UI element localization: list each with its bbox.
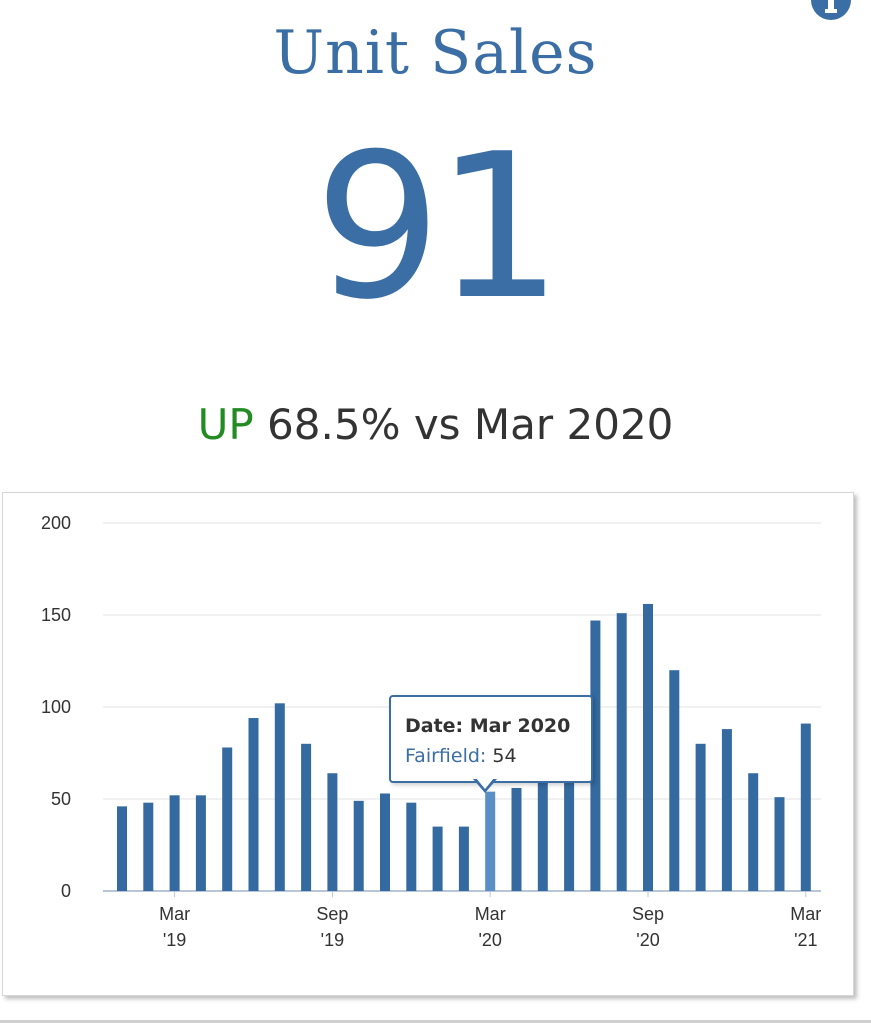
chart-bar bbox=[458, 826, 469, 891]
chart-bar bbox=[143, 802, 154, 891]
tooltip-date: Date: Mar 2020 bbox=[405, 715, 571, 737]
chart-bar bbox=[485, 791, 496, 891]
x-tick-label: Mar bbox=[475, 904, 506, 924]
chart-panel: 0 50 100 150 200 Mar '19 Sep '19 Mar '20 Sep '20 Mar '… bbox=[2, 492, 854, 996]
chart-bar bbox=[222, 747, 233, 891]
divider bbox=[0, 1020, 871, 1023]
chart-bar bbox=[274, 703, 285, 891]
x-tick-label: '19 bbox=[321, 930, 344, 950]
chart-bar bbox=[537, 780, 548, 891]
tooltip-value: 54 bbox=[492, 745, 517, 767]
chart-bar bbox=[774, 797, 785, 891]
chart-bar bbox=[721, 729, 732, 891]
chart-bar bbox=[511, 787, 522, 891]
chart-bar bbox=[169, 795, 180, 891]
x-tick-label: Mar bbox=[159, 904, 190, 924]
x-tick-label: '20 bbox=[636, 930, 659, 950]
chart-bar bbox=[800, 723, 811, 891]
chart-bar bbox=[616, 613, 627, 891]
y-tick-label: 100 bbox=[41, 697, 71, 717]
widget-title: Unit Sales bbox=[273, 18, 598, 88]
y-tick-label: 150 bbox=[41, 605, 71, 625]
chart-bar bbox=[327, 773, 338, 891]
x-tick-label: Mar bbox=[790, 904, 821, 924]
info-icon[interactable] bbox=[810, 0, 852, 24]
y-tick-label: 0 bbox=[61, 881, 71, 901]
x-tick-label: '20 bbox=[478, 930, 501, 950]
x-tick-label: Sep bbox=[316, 904, 348, 924]
x-tick-label: '19 bbox=[163, 930, 186, 950]
chart-bar bbox=[590, 620, 601, 891]
chart-bar bbox=[195, 795, 206, 891]
bar-chart: 0 50 100 150 200 Mar '19 Sep '19 Mar '20 Sep '20 Mar '… bbox=[41, 513, 821, 950]
y-tick-label: 200 bbox=[41, 513, 71, 533]
chart-bar bbox=[643, 603, 653, 891]
tooltip-series-name: Fairfield: bbox=[405, 745, 487, 767]
change-summary: UP 68.5% vs Mar 2020 bbox=[0, 400, 871, 449]
chart-bar bbox=[748, 773, 759, 891]
chart-bar bbox=[695, 743, 706, 891]
change-direction: UP bbox=[197, 400, 254, 449]
chart-bar bbox=[248, 718, 259, 891]
chart-bar bbox=[406, 802, 417, 891]
x-tick-label: Sep bbox=[632, 904, 664, 924]
chart-bar bbox=[564, 776, 575, 891]
chart-bar bbox=[432, 826, 443, 891]
chart-bar bbox=[380, 793, 390, 891]
y-tick-label: 50 bbox=[51, 789, 71, 809]
chart-bar bbox=[301, 743, 312, 891]
change-text: 68.5% vs Mar 2020 bbox=[267, 400, 674, 449]
x-tick-label: '21 bbox=[794, 930, 817, 950]
tooltip-arrow-fill bbox=[476, 778, 494, 789]
tooltip-series: Fairfield: 54 bbox=[405, 745, 517, 767]
chart-tooltip: Date: Mar 2020 Fairfield: 54 bbox=[389, 695, 593, 793]
chart-bar bbox=[669, 670, 680, 891]
chart-bar bbox=[353, 800, 364, 891]
metric-value: 91 bbox=[314, 111, 563, 344]
chart-bar bbox=[117, 806, 127, 891]
